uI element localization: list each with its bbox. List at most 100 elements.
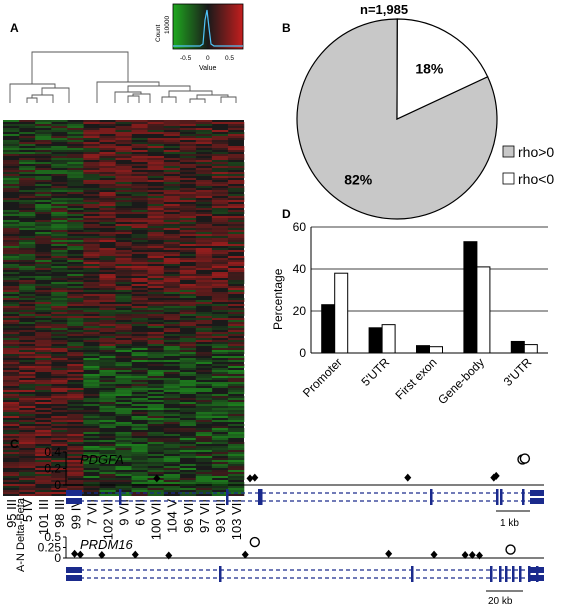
heatmap-cell: [115, 472, 132, 474]
heatmap-cell: [147, 252, 164, 254]
heatmap-cell: [67, 214, 84, 216]
heatmap-cell: [179, 124, 197, 126]
heatmap-cell: [35, 398, 52, 400]
heatmap-cell: [195, 202, 213, 204]
heatmap-cell: [227, 352, 245, 354]
heatmap-cell: [67, 290, 84, 292]
heatmap-cell: [195, 476, 213, 478]
heatmap-cell: [227, 176, 245, 178]
heatmap-cell: [3, 464, 20, 466]
heatmap-cell: [3, 344, 20, 346]
heatmap-cell: [83, 170, 100, 172]
heatmap-cell: [115, 166, 132, 168]
heatmap-cell: [115, 138, 132, 140]
heatmap-cell: [67, 464, 84, 466]
heatmap-cell: [115, 256, 132, 258]
heatmap-cell: [195, 446, 213, 448]
heatmap-cell: [51, 228, 68, 230]
heatmap-cell: [163, 166, 181, 168]
heatmap-cell: [179, 278, 197, 280]
track-point-diamond: [404, 473, 412, 482]
heatmap-cell: [163, 402, 181, 404]
heatmap-cell: [131, 208, 148, 210]
heatmap-cell: [99, 474, 116, 476]
heatmap-cell: [99, 372, 116, 374]
heatmap-cell: [35, 302, 52, 304]
gene-exon: [536, 574, 539, 582]
heatmap-cell: [19, 316, 36, 318]
heatmap-cell: [147, 314, 164, 316]
heatmap-cell: [131, 478, 148, 480]
heatmap-cell: [131, 476, 148, 478]
heatmap-cell: [195, 194, 213, 196]
heatmap-cell: [163, 450, 181, 452]
heatmap-cell: [115, 142, 132, 144]
heatmap-cell: [67, 146, 84, 148]
heatmap-cell: [179, 364, 197, 366]
heatmap-cell: [211, 452, 229, 454]
heatmap-cell: [195, 150, 213, 152]
heatmap-cell: [51, 336, 68, 338]
heatmap-cell: [195, 474, 213, 476]
heatmap-cell: [147, 488, 164, 490]
heatmap-cell: [147, 444, 164, 446]
heatmap-cell: [115, 410, 132, 412]
heatmap-cell: [147, 416, 164, 418]
heatmap-cell: [51, 310, 68, 312]
heatmap-cell: [3, 258, 20, 260]
heatmap-cell: [179, 348, 197, 350]
heatmap-cell: [211, 408, 229, 410]
heatmap-cell: [147, 292, 164, 294]
heatmap-cell: [67, 392, 84, 394]
heatmap-cell: [83, 420, 100, 422]
heatmap-cell: [115, 364, 132, 366]
heatmap-cell: [195, 318, 213, 320]
heatmap-cell: [19, 368, 36, 370]
heatmap-cell: [51, 370, 68, 372]
heatmap-cell: [35, 292, 52, 294]
heatmap-cell: [3, 394, 20, 396]
heatmap-cell: [67, 198, 84, 200]
heatmap-cell: [163, 428, 181, 430]
heatmap-cell: [211, 426, 229, 428]
heatmap-cell: [131, 354, 148, 356]
heatmap-cell: [195, 326, 213, 328]
heatmap-cell: [163, 462, 181, 464]
heatmap-cell: [147, 280, 164, 282]
heatmap-cell: [179, 254, 197, 256]
heatmap-cell: [147, 266, 164, 268]
heatmap-cell: [131, 434, 148, 436]
heatmap-cell: [83, 152, 100, 154]
heatmap-cell: [179, 380, 197, 382]
heatmap-cell: [179, 424, 197, 426]
heatmap-cell: [3, 362, 20, 364]
heatmap-cell: [3, 242, 20, 244]
heatmap-cell: [211, 308, 229, 310]
heatmap-cell: [163, 138, 181, 140]
heatmap-cell: [99, 194, 116, 196]
heatmap-cell: [99, 466, 116, 468]
heatmap-cell: [195, 354, 213, 356]
heatmap-cell: [147, 290, 164, 292]
heatmap-cell: [51, 304, 68, 306]
heatmap-cell: [131, 188, 148, 190]
heatmap-cell: [131, 452, 148, 454]
heatmap-cell: [99, 172, 116, 174]
heatmap-cell: [67, 218, 84, 220]
heatmap-cell: [19, 258, 36, 260]
heatmap-cell: [67, 170, 84, 172]
heatmap-cell: [211, 248, 229, 250]
heatmap-cell: [35, 232, 52, 234]
heatmap-cell: [147, 226, 164, 228]
heatmap-cell: [115, 250, 132, 252]
heatmap-cell: [211, 334, 229, 336]
heatmap-cell: [83, 476, 100, 478]
heatmap-cell: [163, 306, 181, 308]
heatmap-cell: [19, 390, 36, 392]
heatmap-cell: [163, 360, 181, 362]
heatmap-cell: [3, 140, 20, 142]
heatmap-cell: [19, 284, 36, 286]
heatmap-cell: [3, 268, 20, 270]
heatmap-cell: [3, 346, 20, 348]
heatmap-cell: [163, 194, 181, 196]
